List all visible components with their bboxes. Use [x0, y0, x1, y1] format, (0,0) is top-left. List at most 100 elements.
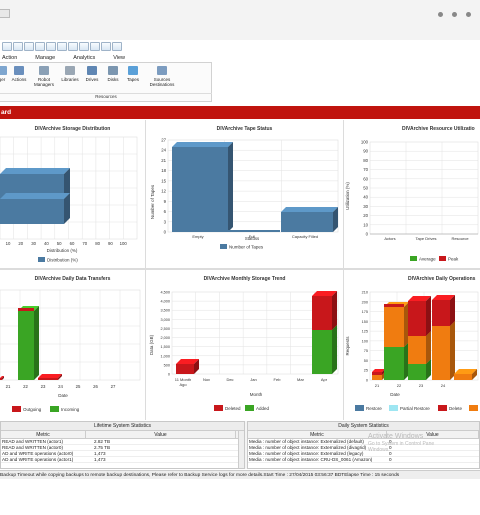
table-row[interactable]: Media : number of object instance: Exter…	[248, 451, 479, 457]
value-cell: 1,473	[94, 451, 106, 456]
tick-label: Resource	[451, 236, 469, 241]
bar-front	[312, 330, 332, 374]
tick-label: 27	[161, 138, 166, 143]
tape-status-panel: DIVArchive Tape Status 0 3 6 9 12 15 18 21 24 27 E…	[146, 120, 343, 268]
bar-side	[332, 291, 337, 330]
chart-legend: Deleted Added	[214, 405, 270, 411]
lifetime-stats-panel: Lifetime System Statistics Metric Value …	[0, 421, 245, 469]
copy-icon[interactable]	[57, 41, 67, 51]
ribbon-button-drives[interactable]: Drives	[82, 66, 102, 82]
menu-view[interactable]: View	[113, 55, 126, 61]
chart-legend: Restore Partial Restore Delete	[355, 405, 478, 411]
resource-utilization-chart: 0 10 20 30 40 50 60 70 80 90 100 Actors Tape Drives R…	[345, 140, 479, 262]
bar-front	[408, 364, 426, 380]
tick-label: 26	[93, 384, 98, 389]
table-row[interactable]: AD and WRITE operations (actor1) 1,473	[1, 457, 244, 463]
value-cell: 1,473	[94, 457, 106, 462]
table-row[interactable]: AD and WRITE operations (actor0) 1,473	[1, 451, 244, 457]
tick-label: Capacity Filled	[292, 234, 318, 239]
window-tab[interactable]	[0, 9, 10, 18]
tick-label: Nov	[203, 377, 210, 382]
bar-side	[34, 306, 39, 380]
bar-front	[172, 147, 228, 232]
menu-manage[interactable]: Manage	[35, 55, 56, 61]
window-control-icon[interactable]	[438, 12, 443, 17]
legend-label: Distribution (%)	[47, 258, 78, 263]
table-row[interactable]: Media : number of object instance: Exter…	[248, 445, 479, 451]
bar-side	[426, 331, 431, 364]
calendar-icon[interactable]	[101, 41, 111, 51]
bar-front	[384, 304, 404, 307]
user-icon[interactable]	[79, 41, 89, 51]
ribbon-button-libraries[interactable]: Libraries	[60, 66, 80, 82]
chart-icon[interactable]	[112, 41, 122, 51]
ribbon-button-manager[interactable]: ger	[0, 66, 12, 82]
legend-label: Outgoing	[23, 407, 42, 412]
daily-operations-panel: DIVArchive Daily Operations 0 25 50 75 100 12…	[344, 270, 480, 420]
watermark-line: Windows.	[368, 447, 390, 453]
ribbon-button-actions[interactable]: Actions	[9, 66, 29, 82]
link-icon[interactable]	[24, 41, 34, 51]
value-cell: 0	[389, 451, 392, 456]
bar-front	[408, 336, 426, 364]
metric-cell: AD and WRITE operations (actor0)	[2, 451, 74, 456]
ribbon-label: Libraries	[61, 77, 79, 82]
ribbon-button-robot-managers[interactable]: Robot Managers	[33, 66, 55, 87]
tick-label: Feb	[274, 377, 282, 382]
network-icon[interactable]	[46, 41, 56, 51]
window-title-area	[0, 0, 480, 40]
new-icon[interactable]	[2, 41, 12, 51]
bar-top	[432, 295, 455, 300]
tick-label: 23	[41, 384, 46, 389]
bar-front	[454, 374, 472, 380]
bar-side	[333, 207, 338, 232]
monitor-icon[interactable]	[68, 41, 78, 51]
bar-front	[432, 326, 450, 380]
open-icon[interactable]	[13, 41, 23, 51]
status-bar: Backup Timeout while copying backups to …	[0, 470, 480, 479]
ribbon-button-disks[interactable]: Disks	[103, 66, 123, 82]
menu-analytics[interactable]: Analytics	[73, 55, 96, 61]
table-row[interactable]: READ and WRITTEN (actor0) 2.75 TB	[1, 445, 244, 451]
menu-bar: Action Manage Analytics View	[0, 54, 480, 62]
watermark-line: Activate Windows	[368, 433, 424, 440]
table-row[interactable]: Media : number of object instance: Exter…	[248, 439, 479, 445]
bar-front	[176, 364, 194, 374]
tick-label: Apr	[321, 377, 328, 382]
tape-icon[interactable]	[90, 41, 100, 51]
table-row[interactable]: READ and WRITTEN (actor1) 2.82 TB	[1, 439, 244, 445]
column-header-value[interactable]: Value	[387, 431, 479, 438]
legend-label: Delete	[449, 406, 463, 411]
metric-cell: Media : number of object instance: CRU-D…	[249, 457, 373, 462]
column-header-value[interactable]: Value	[86, 431, 236, 438]
column-header-metric[interactable]: Metric	[1, 431, 86, 438]
tick-label: 60	[70, 241, 75, 246]
chart-title: DIVArchive Resource Utilizatio	[402, 126, 475, 132]
value-cell: 0	[389, 439, 392, 444]
metric-cell: Media : number of object instance: Exter…	[249, 439, 364, 444]
bar-front	[0, 199, 64, 224]
ribbon-group-label: Resources	[0, 93, 212, 100]
ribbon-button-tapes[interactable]: Tapes	[123, 66, 143, 82]
legend-swatch	[410, 256, 417, 261]
bar-front	[281, 212, 333, 232]
refresh-icon[interactable]	[35, 41, 45, 51]
menu-action[interactable]: Action	[2, 55, 18, 61]
metric-cell: READ and WRITTEN (actor0)	[2, 445, 64, 450]
x-axis-label: Date	[58, 393, 68, 398]
legend-label: Number of Tapes	[229, 245, 264, 250]
window-control-icon[interactable]	[466, 12, 471, 17]
tick-label: 9	[164, 199, 167, 204]
window-control-icon[interactable]	[452, 12, 457, 17]
ribbon-button-sources-destinations[interactable]: Sources Destinations	[148, 66, 176, 87]
ribbon: ger Actions Robot Managers Libraries Dri…	[0, 62, 212, 102]
table-row[interactable]: Media : number of object instance: CRU-D…	[248, 457, 479, 463]
column-header-metric[interactable]: Metric	[248, 431, 387, 438]
tick-label: 60	[363, 176, 368, 181]
chart-title: DIVArchive Daily Data Transfers	[34, 276, 111, 282]
bar-side	[404, 302, 409, 347]
bar-front	[408, 301, 426, 336]
vertical-scrollbar[interactable]	[238, 431, 244, 468]
metric-cell: Media : number of object instance: Exter…	[249, 451, 364, 456]
tick-label: 210	[362, 291, 368, 295]
